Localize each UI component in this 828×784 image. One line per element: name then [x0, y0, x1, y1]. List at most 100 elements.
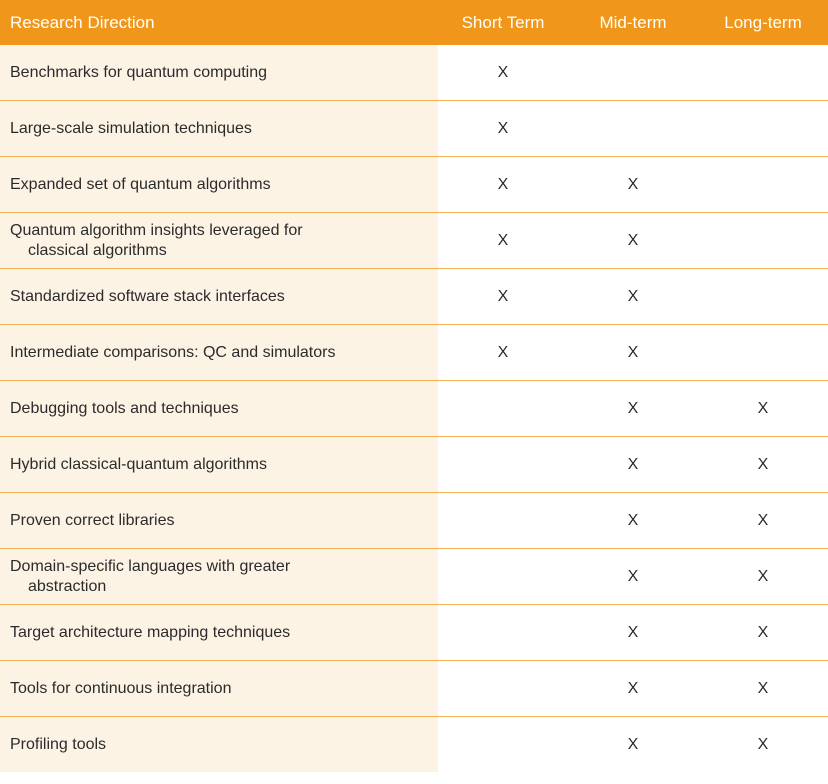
- term-cell: X: [568, 212, 698, 269]
- term-cell: [698, 100, 828, 157]
- term-mark: X: [627, 399, 639, 417]
- term-mark: X: [497, 231, 509, 249]
- table-row: Target architecture mapping techniques X X: [0, 604, 828, 661]
- direction-cell: Expanded set of quantum algorithms: [0, 156, 438, 213]
- direction-cell: Benchmarks for quantum computing: [0, 45, 438, 101]
- direction-text: Target architecture mapping techniques: [10, 623, 291, 641]
- direction-text: Standardized software stack interfaces: [10, 287, 285, 305]
- term-cell: X: [568, 660, 698, 717]
- term-cell: X: [568, 604, 698, 661]
- direction-cell: Tools for continuous integration: [0, 660, 438, 717]
- direction-cell: Proven correct libraries: [0, 492, 438, 549]
- term-mark: X: [497, 343, 509, 361]
- term-cell: [438, 604, 568, 661]
- term-cell: X: [438, 212, 568, 269]
- term-cell: [438, 717, 568, 773]
- table-row: Standardized software stack interfaces X X: [0, 268, 828, 325]
- term-mark: X: [627, 231, 639, 249]
- direction-text: Tools for continuous integration: [10, 679, 232, 697]
- table-row: Tools for continuous integration X X: [0, 660, 828, 717]
- term-mark: X: [627, 679, 639, 697]
- column-header: Long-term: [698, 0, 828, 45]
- direction-cell: Standardized software stack interfaces: [0, 268, 438, 325]
- term-cell: [698, 324, 828, 381]
- term-cell: X: [438, 156, 568, 213]
- term-mark: X: [757, 567, 769, 585]
- term-mark: X: [757, 623, 769, 641]
- term-mark: X: [627, 287, 639, 305]
- term-cell: X: [568, 268, 698, 325]
- direction-text: Hybrid classical-quantum algorithms: [10, 455, 267, 473]
- direction-text: Domain-specific languages with greater a…: [10, 557, 291, 595]
- term-mark: X: [627, 511, 639, 529]
- table-row: Intermediate comparisons: QC and simulat…: [0, 324, 828, 381]
- term-mark: X: [757, 399, 769, 417]
- table-body: Benchmarks for quantum computing X Large-s…: [0, 45, 828, 772]
- direction-text: Profiling tools: [10, 735, 107, 753]
- table-row: Proven correct libraries X X: [0, 492, 828, 549]
- table-row: Hybrid classical-quantum algorithms X X: [0, 436, 828, 493]
- term-cell: X: [568, 548, 698, 605]
- direction-text: Debugging tools and techniques: [10, 399, 239, 417]
- term-cell: X: [438, 100, 568, 157]
- term-cell: [438, 548, 568, 605]
- table-row: Profiling tools X X: [0, 716, 828, 773]
- direction-cell: Hybrid classical-quantum algorithms: [0, 436, 438, 493]
- term-cell: [438, 660, 568, 717]
- term-cell: [438, 492, 568, 549]
- term-cell: X: [698, 604, 828, 661]
- direction-text: Quantum algorithm insights leveraged for…: [10, 221, 303, 259]
- direction-text: Expanded set of quantum algorithms: [10, 175, 271, 193]
- direction-cell: Intermediate comparisons: QC and simulat…: [0, 324, 438, 381]
- term-cell: X: [438, 324, 568, 381]
- direction-cell: Quantum algorithm insights leveraged for…: [0, 212, 438, 269]
- term-mark: X: [627, 735, 639, 753]
- term-cell: [698, 212, 828, 269]
- term-mark: X: [497, 175, 509, 193]
- direction-cell: Domain-specific languages with greater a…: [0, 548, 438, 605]
- table-row: Quantum algorithm insights leveraged for…: [0, 212, 828, 269]
- term-mark: X: [627, 567, 639, 585]
- term-mark: X: [497, 287, 509, 305]
- term-cell: X: [698, 660, 828, 717]
- term-cell: X: [438, 45, 568, 101]
- term-cell: [698, 45, 828, 101]
- direction-cell: Large-scale simulation techniques: [0, 100, 438, 157]
- term-cell: X: [568, 717, 698, 773]
- direction-text: Benchmarks for quantum computing: [10, 63, 268, 81]
- term-cell: X: [568, 324, 698, 381]
- table-row: Debugging tools and techniques X X: [0, 380, 828, 437]
- term-mark: X: [757, 511, 769, 529]
- table-row: Benchmarks for quantum computing X: [0, 45, 828, 101]
- term-mark: X: [627, 343, 639, 361]
- term-cell: X: [568, 492, 698, 549]
- table-row: Domain-specific languages with greater a…: [0, 548, 828, 605]
- direction-cell: Profiling tools: [0, 716, 438, 772]
- direction-text: Large-scale simulation techniques: [10, 119, 252, 137]
- table-row: Expanded set of quantum algorithms X X: [0, 156, 828, 213]
- term-mark: X: [627, 623, 639, 641]
- term-cell: [698, 156, 828, 213]
- table-row: Large-scale simulation techniques X: [0, 100, 828, 157]
- term-cell: X: [698, 717, 828, 773]
- term-cell: X: [568, 436, 698, 493]
- term-cell: [568, 45, 698, 101]
- term-cell: [698, 268, 828, 325]
- direction-cell: Target architecture mapping techniques: [0, 604, 438, 661]
- direction-text: Intermediate comparisons: QC and simulat…: [10, 343, 336, 361]
- term-cell: X: [698, 436, 828, 493]
- term-cell: X: [438, 268, 568, 325]
- column-header: Short Term: [438, 0, 568, 45]
- term-mark: X: [757, 735, 769, 753]
- term-cell: X: [568, 380, 698, 437]
- term-mark: X: [627, 175, 639, 193]
- term-cell: X: [698, 548, 828, 605]
- term-cell: X: [698, 380, 828, 437]
- direction-cell: Debugging tools and techniques: [0, 380, 438, 437]
- term-cell: [568, 100, 698, 157]
- term-cell: [438, 380, 568, 437]
- term-cell: X: [698, 492, 828, 549]
- header-row: Research Direction Short Term Mid-term Long…: [0, 0, 828, 45]
